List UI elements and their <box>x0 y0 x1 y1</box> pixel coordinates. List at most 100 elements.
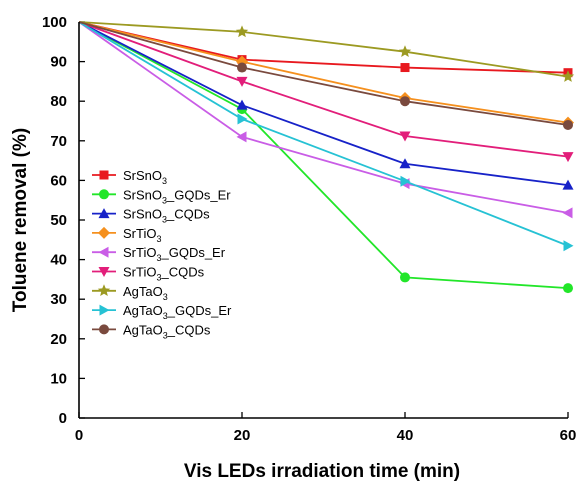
legend-label-base: AgTaO <box>123 284 163 299</box>
star-marker <box>398 45 412 57</box>
triangle-down-marker <box>98 267 110 277</box>
legend-label-base: SrTiO <box>123 226 156 241</box>
legend-label-suffix: _CQDs <box>166 207 210 222</box>
legend-label-suffix: _GQDs_Er <box>167 303 232 318</box>
y-tick-label: 0 <box>59 410 67 427</box>
circle-marker <box>400 272 410 283</box>
legend-item: AgTaO3_GQDs_Er <box>92 303 232 321</box>
triangle-down-marker <box>236 76 248 87</box>
legend-label-subscript: 3 <box>162 215 167 225</box>
circle-marker <box>99 189 109 200</box>
triangle-up-marker <box>562 179 574 190</box>
legend-label-base: SrSnO <box>123 207 162 222</box>
legend-label-suffix: _CQDs <box>167 322 211 337</box>
series-line <box>78 21 569 74</box>
legend-item: SrTiO3_GQDs_Er <box>92 245 226 263</box>
triangle-up-marker <box>98 208 110 219</box>
legend-item: AgTaO3_CQDs <box>92 322 211 340</box>
legend-label: AgTaO3_CQDs <box>123 322 211 340</box>
y-tick-label: 80 <box>50 93 67 110</box>
triangle-down-marker <box>399 131 411 142</box>
x-tick-label: 0 <box>75 427 83 444</box>
y-tick-label: 50 <box>50 212 67 229</box>
y-tick-label: 90 <box>50 54 67 71</box>
legend-label: AgTaO3 <box>123 284 168 302</box>
star-marker <box>97 284 111 297</box>
y-tick-label: 30 <box>50 291 67 308</box>
square-marker <box>99 170 109 180</box>
legend-label: AgTaO3_GQDs_Er <box>123 303 232 321</box>
legend: SrSnO3SrSnO3_GQDs_ErSrSnO3_CQDsSrTiO3SrT… <box>92 168 232 340</box>
legend-label-subscript: 3 <box>162 195 167 205</box>
series-srtio3-cqds <box>78 21 574 163</box>
series-line <box>78 21 569 247</box>
legend-label-subscript: 3 <box>156 234 161 244</box>
legend-item: SrSnO3_CQDs <box>92 207 210 225</box>
legend-label: SrTiO3_CQDs <box>123 265 205 283</box>
diamond-marker <box>98 226 110 239</box>
y-tick-label: 10 <box>50 370 67 387</box>
circle-marker <box>237 62 247 73</box>
legend-label-base: AgTaO <box>123 303 163 318</box>
circle-marker <box>563 283 573 294</box>
legend-label-base: SrTiO <box>123 245 156 260</box>
series-agtao3-gqds-er <box>78 21 574 252</box>
legend-label-subscript: 3 <box>163 311 168 321</box>
legend-label-subscript: 3 <box>163 330 168 340</box>
axes <box>78 22 568 419</box>
triangle-right-marker <box>563 240 574 252</box>
y-axis-label: Toluene removal (%) <box>10 128 31 312</box>
legend-item: SrSnO3_GQDs_Er <box>92 187 231 205</box>
y-tick-label: 100 <box>42 14 67 31</box>
x-tick-label: 60 <box>560 427 577 444</box>
y-tick-label: 70 <box>50 133 67 150</box>
series-line <box>78 21 569 187</box>
legend-label-suffix: _CQDs <box>160 265 204 280</box>
triangle-left-marker <box>98 246 109 258</box>
legend-label-base: AgTaO <box>123 322 163 337</box>
series-agtao3-cqds <box>78 21 573 130</box>
x-tick-label: 40 <box>397 427 414 444</box>
legend-label-base: SrSnO <box>123 187 162 202</box>
triangle-right-marker <box>400 175 411 187</box>
legend-label: SrSnO3_CQDs <box>123 207 210 225</box>
triangle-up-marker <box>399 158 411 169</box>
legend-label-base: SrSnO <box>123 168 162 183</box>
series-line <box>78 21 569 124</box>
star-marker <box>561 70 575 82</box>
legend-label-subscript: 3 <box>162 176 167 186</box>
x-tick-label: 20 <box>234 427 251 444</box>
legend-label-suffix: _GQDs_Er <box>166 187 231 202</box>
triangle-left-marker <box>562 207 573 219</box>
legend-label: SrTiO3_GQDs_Er <box>123 245 226 263</box>
star-marker <box>235 25 249 38</box>
square-marker <box>400 63 410 73</box>
legend-label: SrTiO3 <box>123 226 161 244</box>
series-lines <box>78 21 575 294</box>
legend-label-suffix: _GQDs_Er <box>160 245 225 260</box>
legend-item: SrTiO3_CQDs <box>92 265 205 283</box>
series-srsno3-cqds <box>78 21 574 190</box>
legend-label-base: SrTiO <box>123 265 156 280</box>
triangle-right-marker <box>99 304 110 316</box>
triangle-up-marker <box>236 99 248 110</box>
series-line <box>78 21 569 158</box>
circle-marker <box>563 119 573 130</box>
circle-marker <box>99 324 109 335</box>
legend-label-subscript: 3 <box>163 292 168 302</box>
legend-label: SrSnO3 <box>123 168 167 186</box>
y-tick-label: 20 <box>50 331 67 348</box>
triangle-left-marker <box>236 131 247 143</box>
y-tick-label: 60 <box>50 172 67 189</box>
legend-item: AgTaO3 <box>92 284 168 302</box>
triangle-down-marker <box>562 152 574 163</box>
triangle-right-marker <box>237 113 248 125</box>
series-line <box>78 21 569 214</box>
series-line <box>78 21 569 78</box>
x-axis-label: Vis LEDs irradiation time (min) <box>184 461 460 482</box>
series-line <box>78 21 569 290</box>
legend-label-subscript: 3 <box>156 273 161 283</box>
series-line <box>78 21 569 126</box>
legend-item: SrTiO3 <box>92 226 161 244</box>
